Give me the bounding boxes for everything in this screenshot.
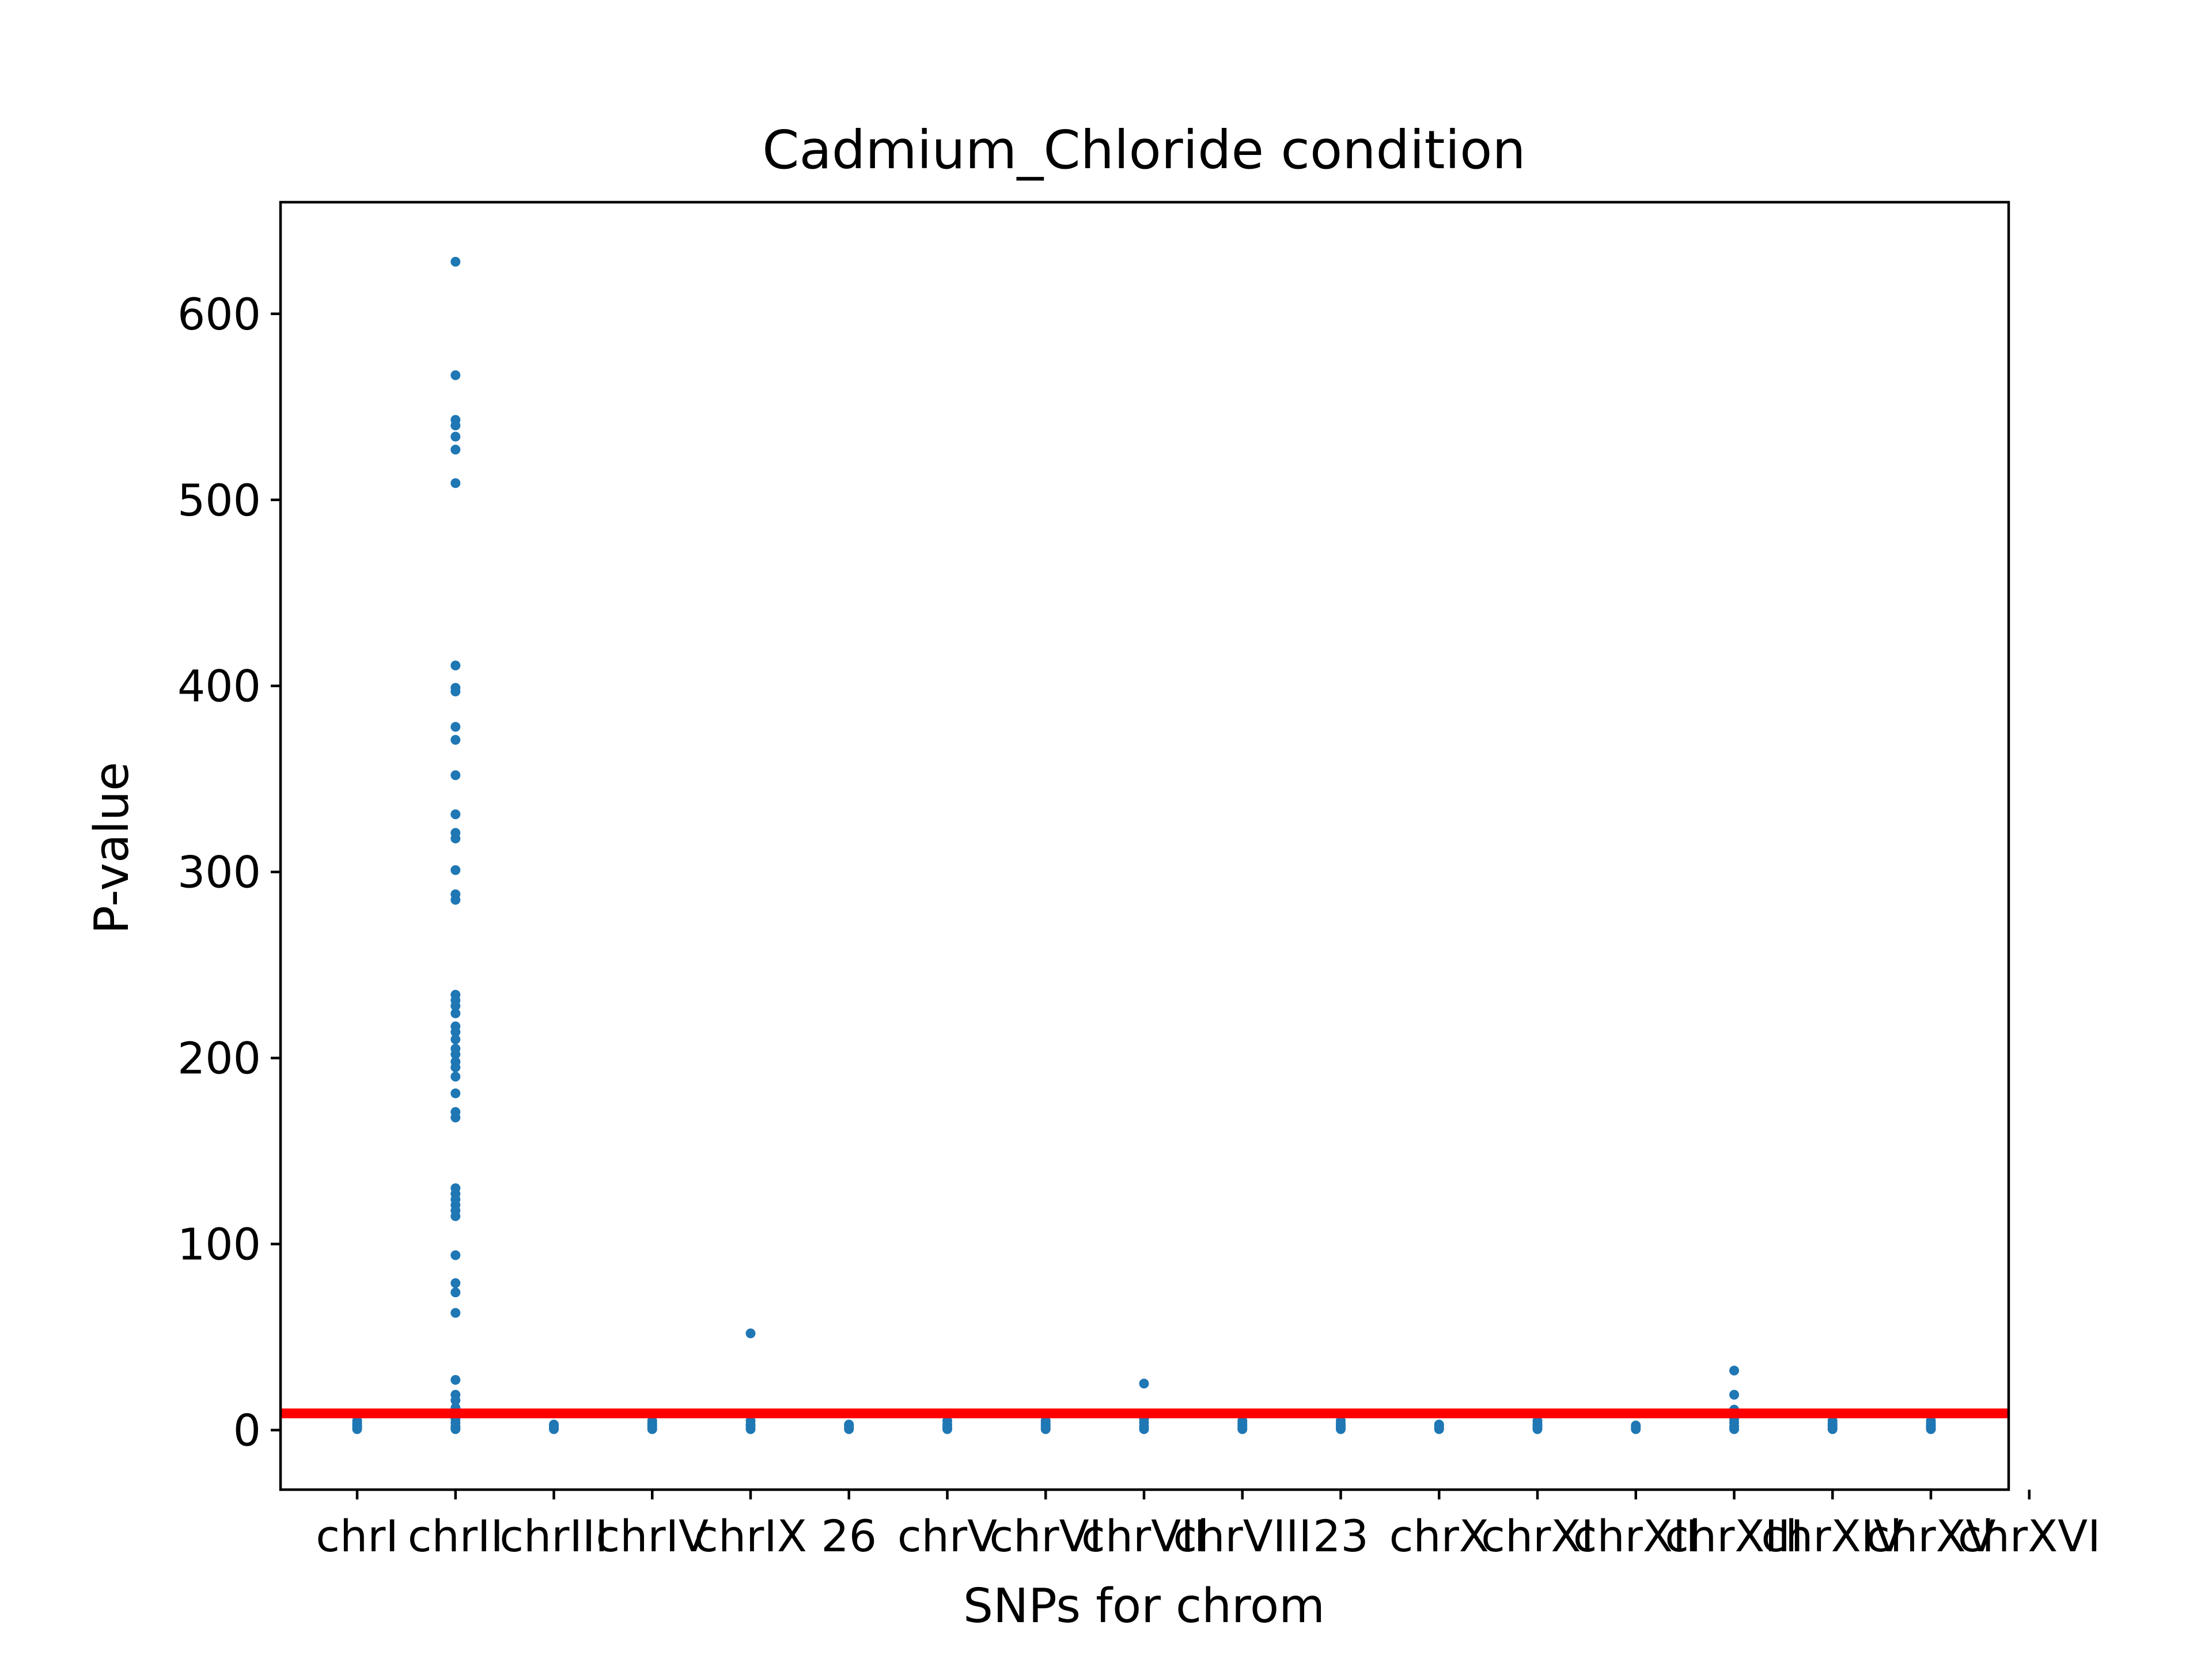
x-tick-label: chrXVI: [1958, 1510, 2101, 1562]
scatter-point: [1139, 1378, 1149, 1389]
scatter-point: [450, 1374, 461, 1385]
scatter-point: [1729, 1424, 1739, 1434]
scatter-point: [450, 770, 461, 781]
x-axis-label: SNPs for chrom: [963, 1579, 1325, 1634]
y-tick-label: 500: [177, 475, 261, 526]
x-tick-label: chrXIII: [1665, 1510, 1804, 1562]
scatter-point: [1237, 1415, 1248, 1426]
x-tick-label: chrXV: [1866, 1510, 1995, 1562]
scatter-point: [450, 1008, 461, 1018]
x-tick-label: chrII: [408, 1510, 503, 1562]
scatter-point: [450, 1211, 461, 1221]
scatter-point: [352, 1415, 362, 1426]
scatter-point: [450, 370, 461, 380]
scatter-point: [450, 660, 461, 671]
scatter-point: [1434, 1419, 1444, 1430]
scatter-point: [450, 1001, 461, 1011]
scatter-point: [1926, 1415, 1936, 1426]
x-tick-label: chrX: [1389, 1510, 1489, 1562]
scatter-point: [450, 1424, 461, 1434]
scatter-point: [549, 1419, 559, 1430]
scatter-point: [450, 1112, 461, 1123]
scatter-point: [450, 1278, 461, 1288]
scatter-point: [450, 1071, 461, 1082]
scatter-point: [1532, 1415, 1543, 1426]
scatter-point: [1729, 1389, 1739, 1400]
x-tick-label: 26: [821, 1510, 877, 1562]
scatter-point: [450, 686, 461, 696]
y-tick-label: 400: [177, 661, 261, 712]
scatter-point: [450, 1034, 461, 1044]
plot-area-frame: [279, 200, 2010, 1491]
y-tick-label: 100: [177, 1219, 261, 1270]
y-tick-label: 600: [177, 289, 261, 340]
x-tick-label: chrXI: [1481, 1510, 1594, 1562]
scatter-point: [745, 1424, 756, 1434]
x-tick-label: chrVII: [1081, 1510, 1207, 1562]
scatter-point: [1336, 1415, 1346, 1426]
scatter-point: [844, 1419, 854, 1430]
scatter-point: [1827, 1415, 1838, 1426]
scatter-point: [647, 1415, 657, 1426]
scatter-point: [450, 1287, 461, 1298]
scatter-point: [450, 895, 461, 905]
scatter-point: [1040, 1415, 1051, 1426]
x-tick-label: chrI: [316, 1510, 399, 1562]
scatter-point: [942, 1424, 952, 1434]
chart-title: Cadmium_Chloride condition: [762, 119, 1526, 181]
x-tick-label: 23: [1313, 1510, 1369, 1562]
scatter-point: [1139, 1424, 1149, 1434]
x-tick-label: chrIII: [499, 1510, 608, 1562]
x-tick-label: chrIX: [694, 1510, 807, 1562]
scatter-point: [450, 734, 461, 745]
scatter-point: [450, 421, 461, 431]
scatter-point: [450, 865, 461, 875]
scatter-point: [450, 1308, 461, 1318]
scatter-point: [450, 431, 461, 442]
scatter-point: [450, 256, 461, 267]
y-tick-label: 0: [233, 1405, 261, 1456]
scatter-point: [1631, 1421, 1641, 1431]
scatter-point: [450, 1062, 461, 1073]
scatter-point: [450, 809, 461, 820]
x-tick-label: chrV: [897, 1510, 997, 1562]
scatter-point: [450, 1049, 461, 1059]
y-tick-label: 300: [177, 847, 261, 898]
y-axis: 0 100 200 300 400 500 600: [177, 289, 281, 1456]
scatter-point: [450, 478, 461, 488]
scatter-point: [450, 722, 461, 732]
x-tick-label: chrVIII: [1173, 1510, 1312, 1562]
y-tick-label: 200: [177, 1033, 261, 1084]
y-axis-label: P-value: [85, 762, 139, 934]
scatter-point: [450, 1250, 461, 1260]
scatter-point: [450, 1027, 461, 1037]
scatter-points: [352, 256, 1936, 1434]
x-tick-label: chrXII: [1573, 1510, 1699, 1562]
scatter-point: [450, 834, 461, 844]
scatter-point: [450, 1395, 461, 1406]
scatter-point: [450, 1088, 461, 1099]
x-tick-label: chrVI: [989, 1510, 1102, 1562]
x-tick-label: chrIV: [596, 1510, 709, 1562]
scatter-point: [745, 1328, 756, 1339]
scatter-point: [1729, 1365, 1739, 1376]
x-tick-label: chrXIV: [1761, 1510, 1904, 1562]
scatter-point: [450, 445, 461, 455]
